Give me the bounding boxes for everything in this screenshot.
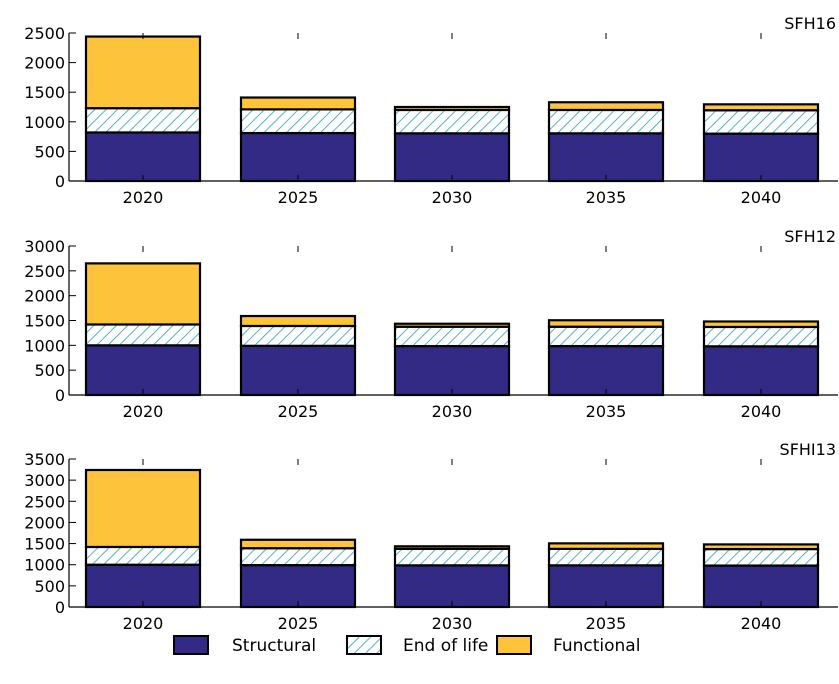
bar-end-of-life-2040 [702, 109, 820, 135]
bar-structural-2030 [393, 344, 511, 397]
x-tick-label: 2020 [123, 614, 164, 633]
y-tick-label: 500 [34, 577, 65, 596]
x-tick-label: 2035 [586, 402, 627, 421]
bar-structural-2035 [547, 132, 665, 183]
bar-end-of-life-2020 [84, 107, 202, 134]
x-tick-label: 2025 [278, 614, 319, 633]
x-tick-label: 2040 [741, 188, 782, 207]
y-tick-label: 1500 [24, 535, 65, 554]
bar-functional-2040 [702, 543, 820, 551]
y-tick-label: 1000 [24, 336, 65, 355]
legend-swatch-structural [173, 635, 209, 655]
bar-functional-2020 [84, 468, 202, 549]
panel-title: SFH16 [784, 14, 836, 33]
legend-label-end-of-life: End of life [403, 636, 488, 656]
bar-functional-2030 [393, 105, 511, 112]
bar-functional-2040 [702, 320, 820, 329]
y-tick-label: 3000 [24, 471, 65, 490]
bar-functional-2025 [239, 538, 357, 550]
x-tick-label: 2025 [278, 402, 319, 421]
y-tick-label: 1000 [24, 113, 65, 132]
bar-end-of-life-2030 [393, 325, 511, 348]
y-tick-label: 0 [55, 598, 65, 617]
bar-structural-2035 [547, 344, 665, 397]
bar-structural-2030 [393, 564, 511, 609]
legend: Structural End of life Functional [173, 635, 640, 656]
bar-functional-2020 [84, 35, 202, 110]
bar-functional-2025 [239, 314, 357, 328]
x-tick-label: 2040 [741, 614, 782, 633]
bar-end-of-life-2035 [547, 325, 665, 348]
y-tick-label: 2000 [24, 287, 65, 306]
y-tick-label: 2500 [24, 262, 65, 281]
bar-structural-2040 [702, 345, 820, 397]
bar-end-of-life-2020 [84, 323, 202, 347]
bar-functional-2035 [547, 319, 665, 328]
bar-end-of-life-2035 [547, 108, 665, 135]
y-tick-label: 2000 [24, 513, 65, 532]
bar-end-of-life-2040 [702, 547, 820, 567]
bar-functional-2040 [702, 103, 820, 112]
panel-title: SFHI13 [780, 440, 836, 459]
chart-panel-1: 0 500 1000 1500 2000 2500 2020 2025 2030 2035 2040… [24, 14, 838, 207]
y-tick-label: 2000 [24, 54, 65, 73]
bar-functional-2035 [547, 542, 665, 550]
bar-functional-2030 [393, 545, 511, 550]
bar-end-of-life-2035 [547, 547, 665, 567]
bar-functional-2035 [547, 101, 665, 112]
legend-swatch-functional [496, 635, 532, 655]
bar-structural-2025 [239, 131, 357, 183]
x-tick-label: 2025 [278, 188, 319, 207]
bar-end-of-life-2025 [239, 547, 357, 567]
bar-functional-2025 [239, 96, 357, 111]
y-tick-label: 500 [34, 361, 65, 380]
y-tick-label: 1500 [24, 83, 65, 102]
x-tick-label: 2030 [432, 188, 473, 207]
bar-structural-2040 [702, 564, 820, 609]
bar-structural-2025 [239, 344, 357, 397]
bar-end-of-life-2025 [239, 324, 357, 347]
bar-end-of-life-2025 [239, 108, 357, 135]
y-tick-label: 2500 [24, 492, 65, 511]
chart-panel-2: 0 500 1000 1500 2000 2500 3000 2020 2025 2030 2035… [24, 227, 838, 421]
x-tick-label: 2020 [123, 188, 164, 207]
y-tick-label: 3500 [24, 450, 65, 469]
y-tick-label: 1500 [24, 312, 65, 331]
x-tick-label: 2035 [586, 614, 627, 633]
bar-end-of-life-2030 [393, 108, 511, 135]
x-tick-label: 2040 [741, 402, 782, 421]
bar-structural-2035 [547, 564, 665, 609]
x-tick-label: 2035 [586, 188, 627, 207]
bar-end-of-life-2030 [393, 547, 511, 567]
legend-swatch-end-of-life [346, 635, 382, 655]
bar-functional-2020 [84, 262, 202, 326]
bar-end-of-life-2040 [702, 325, 820, 348]
y-tick-label: 1000 [24, 556, 65, 575]
bar-structural-2040 [702, 132, 820, 183]
legend-label-functional: Functional [553, 636, 640, 656]
bar-structural-2020 [84, 131, 202, 183]
x-tick-label: 2020 [123, 402, 164, 421]
chart-panel-3: 0 500 1000 1500 2000 2500 3000 3500 2020 2025 2030… [24, 440, 838, 633]
y-tick-label: 2500 [24, 24, 65, 43]
bar-structural-2020 [84, 563, 202, 609]
bar-structural-2025 [239, 564, 357, 609]
x-tick-label: 2030 [432, 402, 473, 421]
bar-structural-2030 [393, 132, 511, 183]
y-tick-label: 3000 [24, 237, 65, 256]
panel-title: SFH12 [784, 227, 836, 246]
y-tick-label: 0 [55, 172, 65, 191]
y-tick-label: 500 [34, 142, 65, 161]
bar-end-of-life-2020 [84, 545, 202, 566]
legend-label-structural: Structural [232, 636, 316, 656]
bar-structural-2020 [84, 344, 202, 397]
x-tick-label: 2030 [432, 614, 473, 633]
bar-functional-2030 [393, 322, 511, 328]
y-tick-label: 0 [55, 386, 65, 405]
